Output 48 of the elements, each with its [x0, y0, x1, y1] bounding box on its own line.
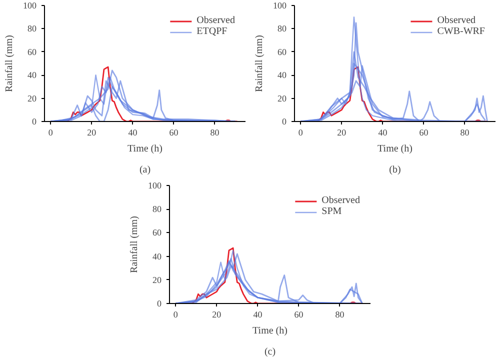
x-axis-title: Time (h): [128, 144, 162, 154]
y-tick-label: 0: [282, 116, 287, 126]
legend-label: ETQPF: [196, 26, 228, 37]
x-tick-label: 40: [378, 128, 388, 138]
x-tick-label: 0: [48, 128, 54, 138]
y-tick-label: 80: [152, 204, 162, 214]
y-tick-label: 20: [278, 93, 287, 104]
legend-label: Observed: [437, 15, 476, 26]
x-tick-label: 20: [87, 128, 97, 138]
x-tick-label: 80: [210, 128, 220, 138]
text: (c): [264, 346, 276, 358]
x-tick-label: 40: [128, 128, 138, 138]
y-tick-label: 100: [23, 0, 37, 10]
y-tick-label: 20: [28, 93, 37, 104]
y-tick-label: 60: [28, 46, 37, 57]
y-tick-label: 100: [273, 0, 287, 10]
x-tick-label: 60: [169, 128, 179, 138]
y-tick-label: 0: [32, 116, 37, 126]
y-tick-label: 80: [28, 24, 37, 34]
text: (b): [389, 164, 401, 176]
y-tick-label: 40: [28, 70, 37, 80]
legend-label: CWB-WRF: [437, 26, 485, 37]
y-axis-title: Rainfall (mm): [254, 35, 265, 92]
y-tick-label: 40: [278, 70, 287, 80]
y-tick-label: 100: [148, 180, 162, 190]
x-tick-label: 60: [419, 128, 429, 138]
y-tick-label: 40: [152, 251, 162, 262]
x-axis-title: Time (h): [252, 326, 288, 336]
y-tick-label: 80: [278, 24, 287, 34]
x-tick-label: 0: [173, 310, 178, 320]
y-tick-label: 60: [152, 228, 162, 238]
legend-label: Observed: [322, 195, 360, 206]
y-tick-label: 60: [278, 46, 287, 57]
legend-label: Observed: [196, 15, 235, 26]
x-axis-title: Time (h): [378, 144, 412, 154]
x-tick-label: 0: [298, 128, 304, 138]
legend-label: SPM: [322, 206, 342, 217]
x-tick-label: 40: [253, 310, 263, 320]
y-axis-title: Rainfall (mm): [4, 35, 15, 92]
y-tick-label: 20: [152, 274, 162, 285]
x-tick-label: 20: [212, 310, 222, 320]
y-tick-label: 0: [157, 298, 162, 308]
x-tick-label: 80: [460, 128, 470, 138]
x-tick-label: 80: [335, 310, 345, 320]
text: (a): [139, 164, 151, 176]
x-tick-label: 20: [337, 128, 347, 138]
y-axis-title: Rainfall (mm): [129, 216, 140, 273]
x-tick-label: 60: [294, 310, 304, 320]
